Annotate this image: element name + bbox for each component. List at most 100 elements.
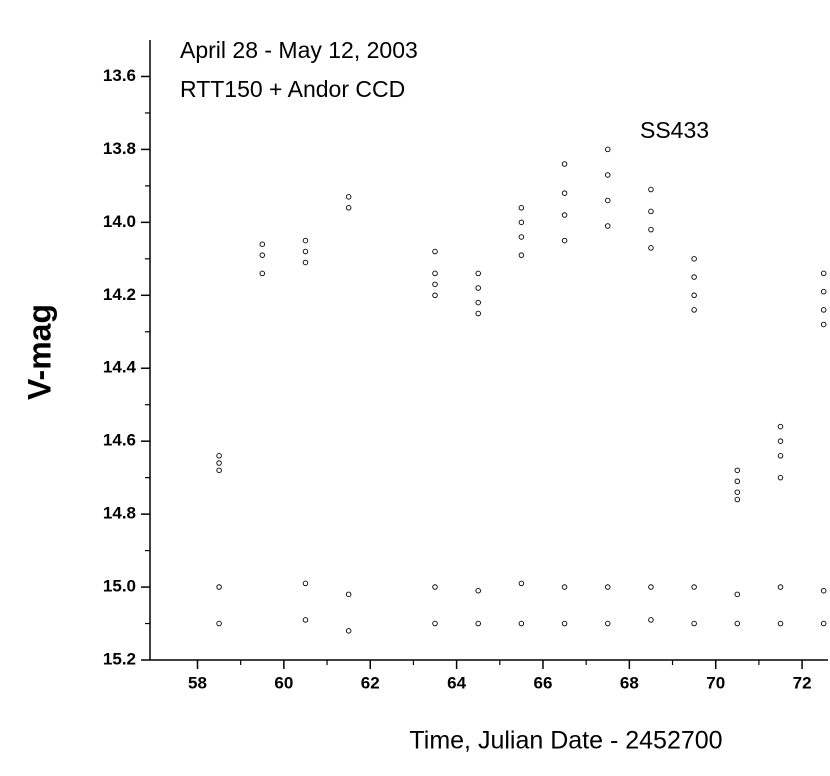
- data-point: [820, 620, 827, 627]
- data-point: [518, 205, 525, 211]
- data-point: [820, 307, 827, 313]
- data-point: [648, 584, 654, 590]
- y-axis-label: V-mag: [21, 304, 57, 400]
- data-point: [734, 467, 741, 474]
- data-point: [432, 620, 438, 627]
- y-tick-label: 15.0: [103, 577, 136, 596]
- data-point: [475, 299, 481, 306]
- y-tick-label: 13.6: [103, 66, 136, 85]
- data-point: [518, 219, 525, 226]
- data-point: [216, 584, 222, 590]
- data-point: [302, 580, 309, 587]
- annotation: SS433: [640, 117, 709, 143]
- data-point: [561, 620, 568, 627]
- data-point: [561, 190, 568, 196]
- annotation: RTT150 + Andor CCD: [180, 76, 405, 102]
- y-tick-label: 14.8: [103, 504, 136, 523]
- data-point: [561, 161, 568, 167]
- data-point: [691, 256, 697, 262]
- data-point: [432, 292, 438, 299]
- data-point: [648, 208, 654, 215]
- x-tick-label: 64: [447, 673, 466, 692]
- data-point: [777, 584, 784, 590]
- data-point: [691, 274, 697, 280]
- data-point: [691, 620, 697, 627]
- data-point: [475, 285, 481, 291]
- x-tick-label: 68: [620, 673, 639, 692]
- x-axis-label: Time, Julian Date - 2452700: [409, 727, 722, 755]
- data-point: [302, 617, 309, 623]
- data-point: [216, 467, 222, 474]
- data-point: [777, 453, 784, 459]
- data-point: [561, 584, 568, 590]
- data-point: [259, 241, 266, 247]
- data-point: [432, 281, 438, 288]
- annotation: April 28 - May 12, 2003: [180, 37, 418, 63]
- data-point: [777, 474, 784, 481]
- data-point: [216, 460, 222, 466]
- y-tick-label: 14.0: [103, 212, 136, 231]
- data-point: [734, 620, 741, 627]
- data-point: [777, 620, 784, 627]
- data-point: [820, 270, 827, 277]
- data-point: [691, 292, 697, 299]
- data-point: [605, 584, 611, 590]
- data-point: [432, 270, 438, 277]
- data-point: [302, 248, 309, 255]
- data-point: [432, 248, 438, 255]
- y-tick-label: 13.8: [103, 139, 136, 158]
- data-point: [777, 423, 784, 430]
- x-tick-label: 72: [793, 673, 812, 692]
- data-point: [345, 628, 352, 634]
- data-point: [734, 478, 741, 485]
- data-point: [216, 453, 222, 459]
- data-point: [605, 146, 611, 153]
- data-point: [820, 321, 827, 328]
- y-tick-label: 14.4: [103, 358, 137, 377]
- data-point: [605, 172, 611, 178]
- data-point: [518, 252, 525, 258]
- data-point: [216, 620, 222, 627]
- x-tick-label: 66: [534, 673, 553, 692]
- data-point: [734, 496, 741, 503]
- data-point: [518, 234, 525, 240]
- data-point: [259, 252, 266, 258]
- data-point: [561, 237, 568, 244]
- x-tick-label: 60: [274, 673, 293, 692]
- y-tick-label: 14.2: [103, 285, 136, 304]
- data-point: [302, 259, 309, 266]
- data-point: [605, 197, 611, 204]
- data-point: [605, 223, 611, 229]
- data-point: [734, 489, 741, 495]
- data-point: [734, 591, 741, 598]
- data-point: [259, 270, 266, 277]
- data-point: [518, 620, 525, 627]
- x-tick-label: 62: [361, 673, 380, 692]
- data-point: [475, 310, 481, 317]
- data-point: [475, 587, 481, 594]
- data-point: [648, 617, 654, 623]
- data-point: [561, 212, 568, 218]
- data-point: [345, 205, 352, 211]
- y-tick-label: 15.2: [103, 649, 136, 668]
- data-point: [302, 237, 309, 244]
- data-point: [820, 587, 827, 594]
- data-point: [648, 245, 654, 251]
- data-point: [345, 194, 352, 200]
- data-point: [345, 591, 352, 598]
- x-tick-label: 58: [188, 673, 207, 692]
- data-point: [691, 584, 697, 590]
- y-tick-label: 14.6: [103, 431, 136, 450]
- data-point: [648, 226, 654, 233]
- data-point: [605, 620, 611, 627]
- data-point: [432, 584, 438, 590]
- data-point: [648, 186, 654, 193]
- data-point: [518, 580, 525, 587]
- data-point: [820, 288, 827, 295]
- data-point: [777, 438, 784, 444]
- x-tick-label: 70: [706, 673, 725, 692]
- data-point: [475, 270, 481, 277]
- data-point: [691, 307, 697, 313]
- data-point: [475, 620, 481, 627]
